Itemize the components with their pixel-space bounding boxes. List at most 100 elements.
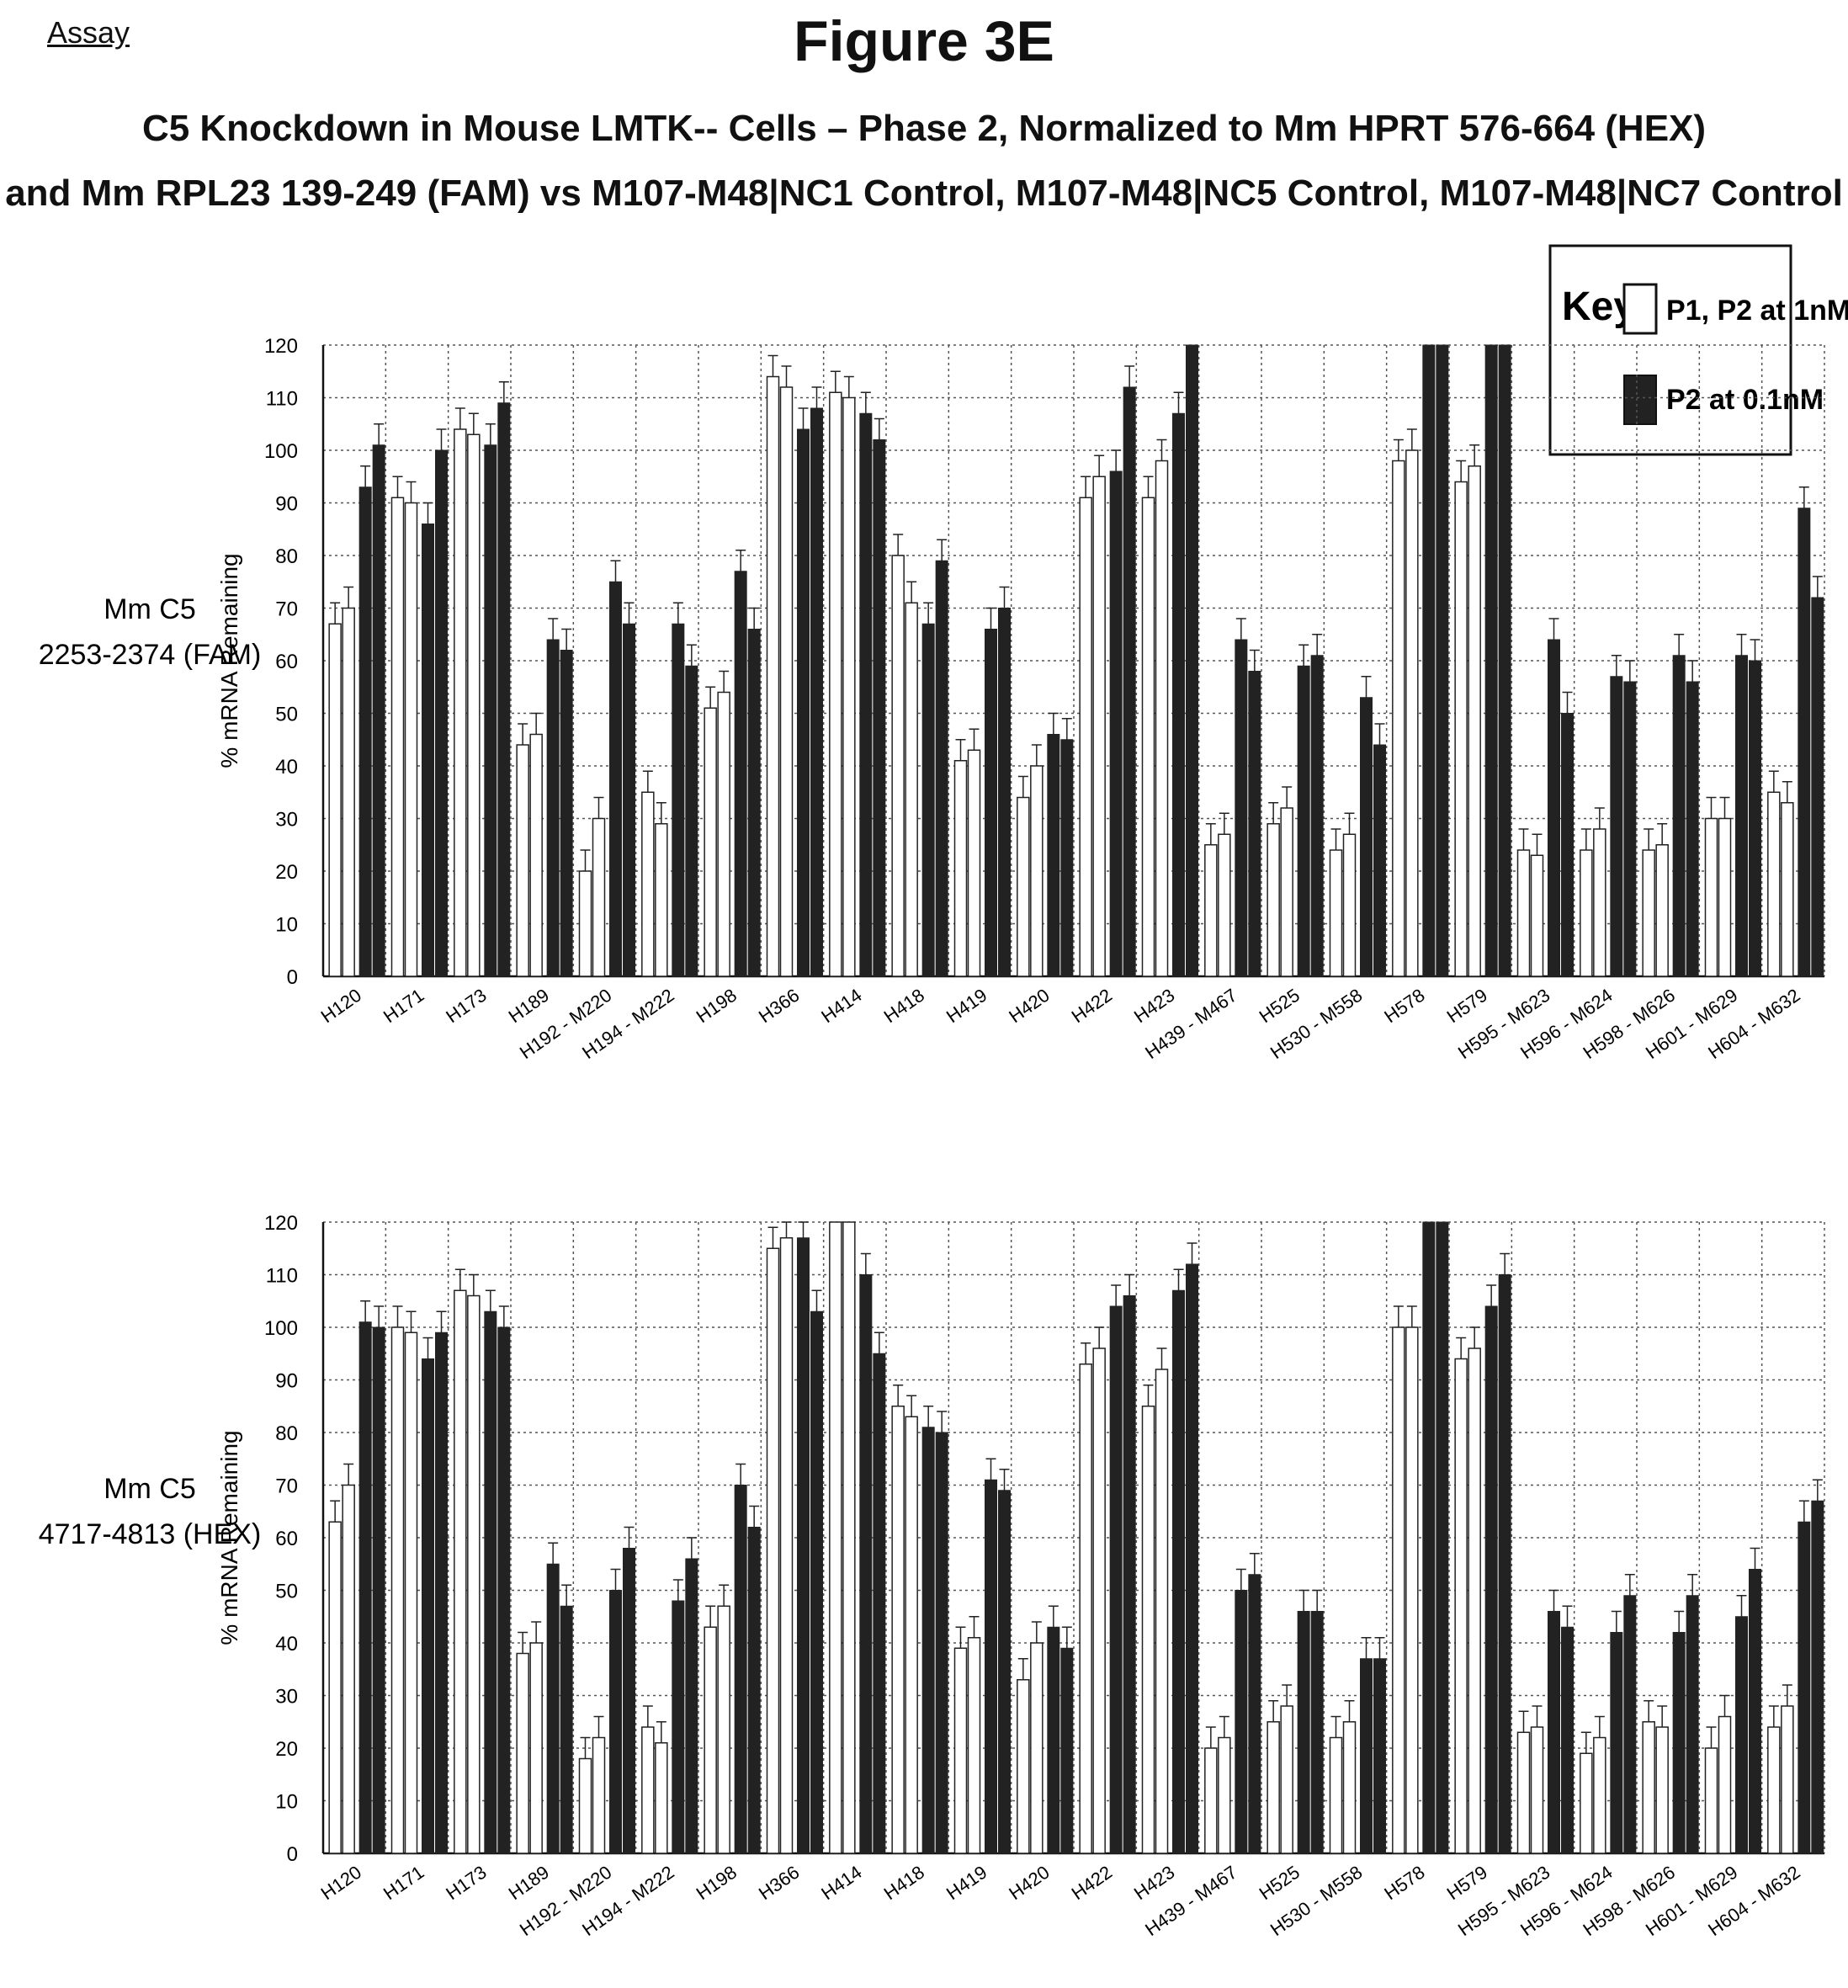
- bar-p1-p2-1nm: [905, 1416, 918, 1854]
- bar-p2-0.1nm: [1422, 344, 1436, 977]
- bar-p1-p2-1nm: [1092, 1347, 1106, 1854]
- y-axis-title: % mRNA Remaining: [216, 553, 242, 768]
- bar-p2-0.1nm: [1373, 1658, 1386, 1854]
- bar-p1-p2-1nm: [1030, 765, 1043, 977]
- bar-p1-p2-1nm: [1593, 1736, 1606, 1854]
- bar-p1-p2-1nm: [704, 707, 717, 977]
- y-tick-label: 90: [275, 1370, 298, 1393]
- bar-p1-p2-1nm: [1030, 1642, 1043, 1854]
- y-tick-label: 110: [266, 388, 298, 411]
- bar-p1-p2-1nm: [704, 1626, 717, 1854]
- x-tick-label: H198: [693, 985, 741, 1028]
- bar-p2-0.1nm: [623, 623, 635, 977]
- bar-p2-0.1nm: [1484, 344, 1498, 977]
- bar-p2-0.1nm: [1798, 508, 1811, 977]
- bar-p1-p2-1nm: [891, 1406, 905, 1854]
- bar-p2-0.1nm: [358, 486, 372, 977]
- x-tick-label: H420: [1005, 985, 1053, 1028]
- bar-p1-p2-1nm: [1580, 1752, 1593, 1854]
- y-tick-label: 100: [264, 1317, 298, 1340]
- bar-p1-p2-1nm: [641, 1726, 655, 1854]
- bar-p1-p2-1nm: [1204, 844, 1218, 977]
- bar-p1-p2-1nm: [1141, 497, 1155, 977]
- bar-p1-p2-1nm: [953, 1647, 968, 1854]
- bar-p2-0.1nm: [422, 524, 434, 977]
- bar-p1-p2-1nm: [529, 733, 543, 977]
- x-tick-label: H422: [1068, 1862, 1116, 1905]
- bar-p1-p2-1nm: [779, 386, 794, 977]
- bar-p2-0.1nm: [810, 1310, 823, 1854]
- legend-swatch-dark: [1623, 375, 1657, 425]
- y-tick-label: 10: [275, 1791, 298, 1814]
- bar-p2-0.1nm: [797, 1237, 810, 1854]
- bar-p1-p2-1nm: [953, 760, 968, 977]
- bar-p1-p2-1nm: [655, 1742, 668, 1854]
- bar-p2-0.1nm: [1360, 697, 1373, 977]
- bar-p1-p2-1nm: [1218, 1736, 1231, 1854]
- x-tick-label: H419: [943, 1862, 990, 1905]
- bar-p1-p2-1nm: [1642, 849, 1655, 977]
- bar-p2-0.1nm: [560, 650, 573, 977]
- bar-p1-p2-1nm: [1781, 1705, 1794, 1854]
- bar-p1-p2-1nm: [1218, 833, 1231, 977]
- assay-label-line: 2253-2374 (FAM): [39, 639, 262, 671]
- x-tick-label: H423: [1130, 985, 1178, 1028]
- bar-p2-0.1nm: [1109, 470, 1123, 977]
- bar-p2-0.1nm: [1310, 1611, 1324, 1854]
- bar-p2-0.1nm: [1310, 655, 1324, 977]
- x-tick-label: H414: [817, 1862, 865, 1905]
- bar-p2-0.1nm: [734, 1485, 747, 1854]
- bar-p1-p2-1nm: [529, 1642, 543, 1854]
- bar-p1-p2-1nm: [1155, 1369, 1169, 1854]
- x-tick-label: H418: [880, 1862, 928, 1905]
- bar-p2-0.1nm: [873, 439, 886, 977]
- bar-p2-0.1nm: [1735, 655, 1748, 977]
- bar-p2-0.1nm: [484, 444, 497, 977]
- bar-p2-0.1nm: [921, 1427, 935, 1854]
- bar-p1-p2-1nm: [1392, 460, 1405, 977]
- bar-p1-p2-1nm: [967, 749, 981, 977]
- bar-p2-0.1nm: [1297, 665, 1310, 977]
- bar-p2-0.1nm: [1610, 1632, 1623, 1854]
- bar-p2-0.1nm: [1623, 1595, 1637, 1854]
- bar-p1-p2-1nm: [592, 817, 606, 977]
- bar-p2-0.1nm: [358, 1321, 372, 1854]
- bar-p1-p2-1nm: [1655, 844, 1669, 977]
- bar-p2-0.1nm: [797, 428, 810, 977]
- bar-p1-p2-1nm: [578, 870, 592, 977]
- y-tick-label: 60: [275, 1528, 298, 1550]
- x-tick-label: H173: [442, 985, 490, 1028]
- x-tick-label: H578: [1380, 985, 1428, 1028]
- bar-p2-0.1nm: [1749, 1569, 1761, 1854]
- bar-p2-0.1nm: [1623, 681, 1637, 977]
- x-tick-label: H120: [317, 1862, 365, 1905]
- bar-p2-0.1nm: [998, 1490, 1011, 1854]
- x-tick-label: H578: [1380, 1862, 1428, 1905]
- x-tick-label: H120: [317, 985, 365, 1028]
- bar-p2-0.1nm: [1548, 1611, 1560, 1854]
- bar-p1-p2-1nm: [328, 623, 342, 977]
- bar-p1-p2-1nm: [1655, 1726, 1669, 1854]
- bar-p1-p2-1nm: [905, 602, 918, 977]
- y-tick-label: 50: [275, 1581, 298, 1603]
- x-tick-label: H198: [693, 1862, 741, 1905]
- figure-subtitle-line-1: C5 Knockdown in Mouse LMTK-- Cells – Pha…: [141, 108, 1707, 149]
- bar-p2-0.1nm: [1686, 1595, 1699, 1854]
- bar-p2-0.1nm: [1186, 344, 1198, 977]
- bar-p1-p2-1nm: [967, 1637, 981, 1854]
- bar-p2-0.1nm: [810, 407, 823, 977]
- bar-p2-0.1nm: [1561, 713, 1574, 977]
- assay-label: Assay: [47, 15, 130, 50]
- y-tick-label: 50: [275, 704, 298, 726]
- bar-p1-p2-1nm: [390, 1326, 405, 1854]
- bar-p2-0.1nm: [1811, 597, 1824, 977]
- bar-p1-p2-1nm: [1468, 465, 1481, 977]
- bar-p2-0.1nm: [1172, 1289, 1185, 1854]
- bar-p2-0.1nm: [1123, 386, 1136, 977]
- x-tick-label: H171: [380, 985, 427, 1028]
- y-tick-label: 20: [275, 861, 298, 884]
- bar-p1-p2-1nm: [891, 555, 905, 977]
- bar-p2-0.1nm: [372, 1326, 385, 1854]
- y-tick-label: 60: [275, 651, 298, 673]
- bar-p1-p2-1nm: [328, 1521, 342, 1854]
